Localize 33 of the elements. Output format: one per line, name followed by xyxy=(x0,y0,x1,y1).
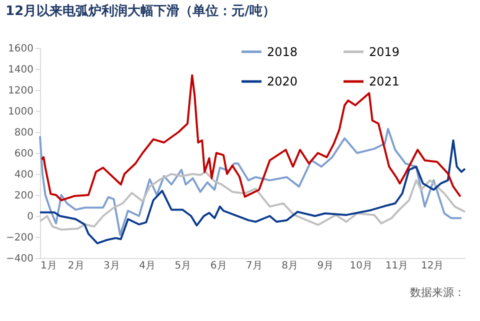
x-tick-label: 8月 xyxy=(282,260,298,272)
y-tick-label: 1400 xyxy=(8,64,34,76)
x-tick-label: 7月 xyxy=(246,260,262,272)
line-series xyxy=(39,139,466,244)
line-series xyxy=(40,74,462,202)
legend-label: 2020 xyxy=(267,74,298,88)
chart-title: 12月以来电弧炉利润大幅下滑（单位：元/吨） xyxy=(6,3,276,19)
legend-label: 2021 xyxy=(369,74,400,88)
x-tick-label: 9月 xyxy=(317,260,334,272)
line-series xyxy=(39,128,462,236)
y-tick-label: −200 xyxy=(6,232,34,244)
x-tick-label: 5月 xyxy=(174,260,192,272)
y-tick-label: 0 xyxy=(27,212,34,222)
y-tick-label: 200 xyxy=(14,190,34,202)
x-tick-label: 12月 xyxy=(421,260,444,272)
line-series xyxy=(39,170,466,231)
y-tick-label: −400 xyxy=(6,254,34,264)
y-tick-label: 1200 xyxy=(8,86,34,96)
x-tick-label: 4月 xyxy=(139,260,156,272)
x-tick-label: 10月 xyxy=(350,260,372,272)
y-tick-label: 1000 xyxy=(8,106,34,118)
legend-label: 2018 xyxy=(267,44,298,59)
x-tick-label: 3月 xyxy=(104,260,120,272)
y-tick-label: 1600 xyxy=(8,44,34,54)
x-tick-label: 1月 xyxy=(40,260,57,272)
y-tick-label: 400 xyxy=(14,170,34,180)
y-tick-label: 800 xyxy=(14,128,34,138)
legend-label: 2019 xyxy=(369,44,400,59)
x-tick-label: 11月 xyxy=(385,260,408,272)
source-note: 数据来源： xyxy=(410,286,465,299)
y-tick-label: 600 xyxy=(14,148,34,160)
x-tick-label: 6月 xyxy=(210,260,227,272)
x-tick-label: 2月 xyxy=(68,260,84,272)
